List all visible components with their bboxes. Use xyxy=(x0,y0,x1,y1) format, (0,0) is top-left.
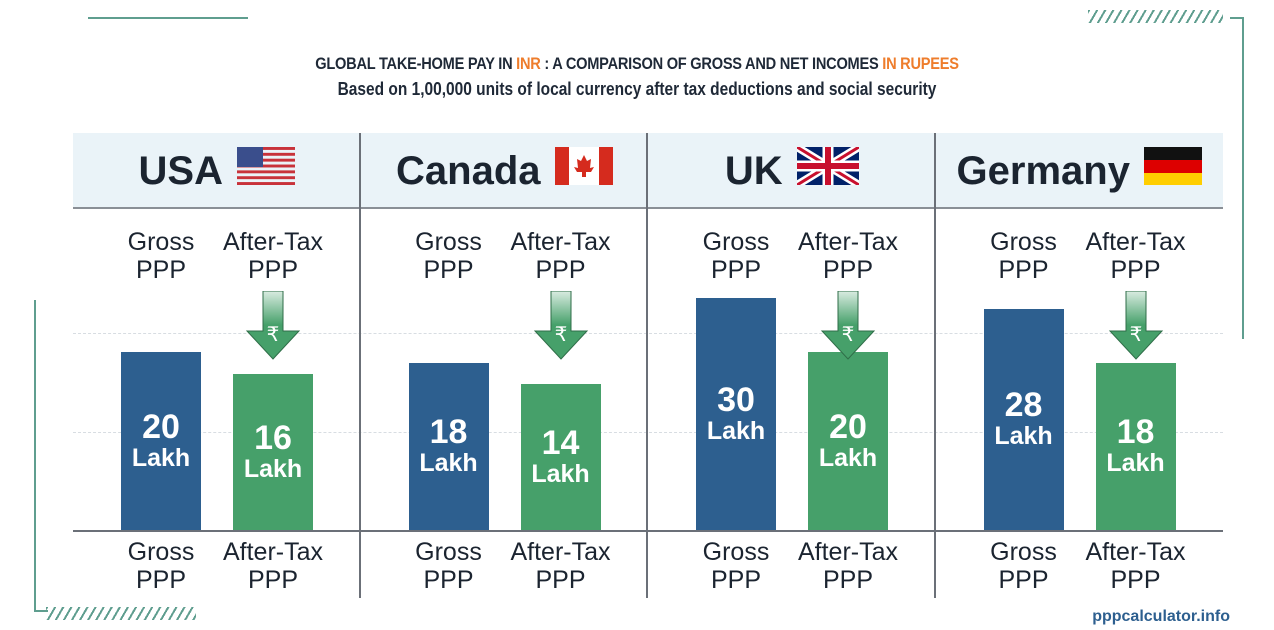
bar-value: 30 xyxy=(717,381,755,419)
bar-unit: Lakh xyxy=(131,444,191,472)
gross-label-top: Gross PPP xyxy=(415,228,482,284)
gross-bar: 30 Lakh xyxy=(696,298,776,530)
rupee-down-arrow-icon: ₹ xyxy=(820,291,876,360)
gross-label-top: Gross PPP xyxy=(990,228,1057,284)
country-name: Germany xyxy=(956,148,1130,193)
rupee-symbol: ₹ xyxy=(842,322,855,346)
us-flag-icon xyxy=(236,147,295,195)
after-tax-bar: 16 Lakh xyxy=(233,373,313,530)
rupee-down-arrow-icon: ₹ xyxy=(245,291,301,360)
after-tax-bar: 20 Lakh xyxy=(808,352,888,530)
after-tax-label-top: After-Tax PPP xyxy=(797,228,899,284)
gross-label-bottom: Gross PPP xyxy=(127,538,195,594)
country-header: Germany xyxy=(936,147,1224,195)
country-name: Canada xyxy=(396,148,541,193)
bar-value: 28 xyxy=(1004,386,1043,425)
country-header: USA xyxy=(73,147,361,195)
after-tax-label-top: After-Tax PPP xyxy=(1085,228,1186,284)
rupee-symbol: ₹ xyxy=(267,322,280,346)
country-column: Canada Gross PPP Gross PPP 18 Lakh After-Tax PPP… xyxy=(361,133,649,598)
gross-label-bottom: Gross PPP xyxy=(415,538,482,594)
bar-unit: Lakh xyxy=(1106,449,1165,478)
after-tax-label-bottom: After-Tax PPP xyxy=(1085,538,1186,594)
country-column: Germany Gross PPP Gross PPP 28 Lakh After-Tax PP… xyxy=(936,133,1224,598)
decor-line-right xyxy=(1230,17,1244,19)
bar-value: 14 xyxy=(541,424,580,463)
gridline xyxy=(73,432,1223,433)
bar-value: 18 xyxy=(429,413,468,452)
after-tax-bar: 18 Lakh xyxy=(1095,362,1176,530)
chart-title: GLOBAL TAKE-HOME PAY IN INR : A COMPARIS… xyxy=(315,54,959,73)
after-tax-bar: 14 Lakh xyxy=(520,384,601,530)
rupee-down-arrow-icon: ₹ xyxy=(1108,291,1163,360)
canada-flag-icon xyxy=(554,147,613,195)
gross-label-bottom: Gross PPP xyxy=(702,538,770,594)
gross-bar: 28 Lakh xyxy=(983,308,1064,530)
after-tax-label-top: After-Tax PPP xyxy=(222,228,324,284)
after-tax-label-bottom: After-Tax PPP xyxy=(797,538,899,594)
country-column: UK Gross PPP Gross PPP 30 Lakh After-Tax PPP Afte… xyxy=(648,133,936,598)
footer-url: pppcalculator.info xyxy=(1092,608,1230,625)
gridline xyxy=(73,333,1223,334)
country-header: UK xyxy=(648,143,936,195)
bar-unit: Lakh xyxy=(531,460,590,489)
rupee-symbol: ₹ xyxy=(554,322,567,346)
gross-bar: 20 Lakh xyxy=(121,352,201,530)
gross-label-bottom: Gross PPP xyxy=(990,538,1057,594)
bar-value: 16 xyxy=(254,418,292,457)
gross-label-top: Gross PPP xyxy=(702,228,770,284)
bar-unit: Lakh xyxy=(994,422,1053,451)
decor-line-left-vertical xyxy=(34,300,36,612)
baseline xyxy=(73,530,1223,532)
after-tax-label-bottom: After-Tax PPP xyxy=(222,538,324,594)
gross-bar: 18 Lakh xyxy=(408,362,489,530)
rupee-symbol: ₹ xyxy=(1129,322,1142,346)
country-name: UK xyxy=(724,148,783,193)
chart-panel: USA Gross PPP Gross PPP 20 Lakh After-Tax PPP Aft… xyxy=(73,133,1223,598)
column-divider xyxy=(358,133,361,598)
bar-unit: Lakh xyxy=(243,454,303,483)
bar-unit: Lakh xyxy=(419,449,478,478)
column-divider xyxy=(933,133,936,598)
decor-line-top-left xyxy=(88,17,248,19)
country-name: USA xyxy=(138,148,223,193)
bar-value: 20 xyxy=(142,408,180,446)
country-column: USA Gross PPP Gross PPP 20 Lakh After-Tax PPP Aft… xyxy=(73,133,361,598)
uk-flag-icon xyxy=(794,143,861,195)
rupee-down-arrow-icon: ₹ xyxy=(533,291,588,360)
after-tax-label-bottom: After-Tax PPP xyxy=(510,538,611,594)
decor-line-left-bottom xyxy=(34,610,48,612)
bar-value: 18 xyxy=(1116,413,1155,452)
decor-hatch-bottom-left xyxy=(46,607,196,620)
bar-unit: Lakh xyxy=(706,417,766,445)
decor-hatch-top-right xyxy=(1088,10,1223,23)
germany-flag-icon xyxy=(1143,147,1202,195)
chart-subtitle: Based on 1,00,000 units of local currenc… xyxy=(337,79,937,99)
after-tax-label-top: After-Tax PPP xyxy=(510,228,611,284)
country-header: Canada xyxy=(361,147,649,195)
bar-value: 20 xyxy=(829,408,867,446)
gross-label-top: Gross PPP xyxy=(127,228,195,284)
decor-line-right-vertical xyxy=(1242,17,1244,339)
bar-unit: Lakh xyxy=(818,444,878,472)
column-divider xyxy=(646,133,648,598)
